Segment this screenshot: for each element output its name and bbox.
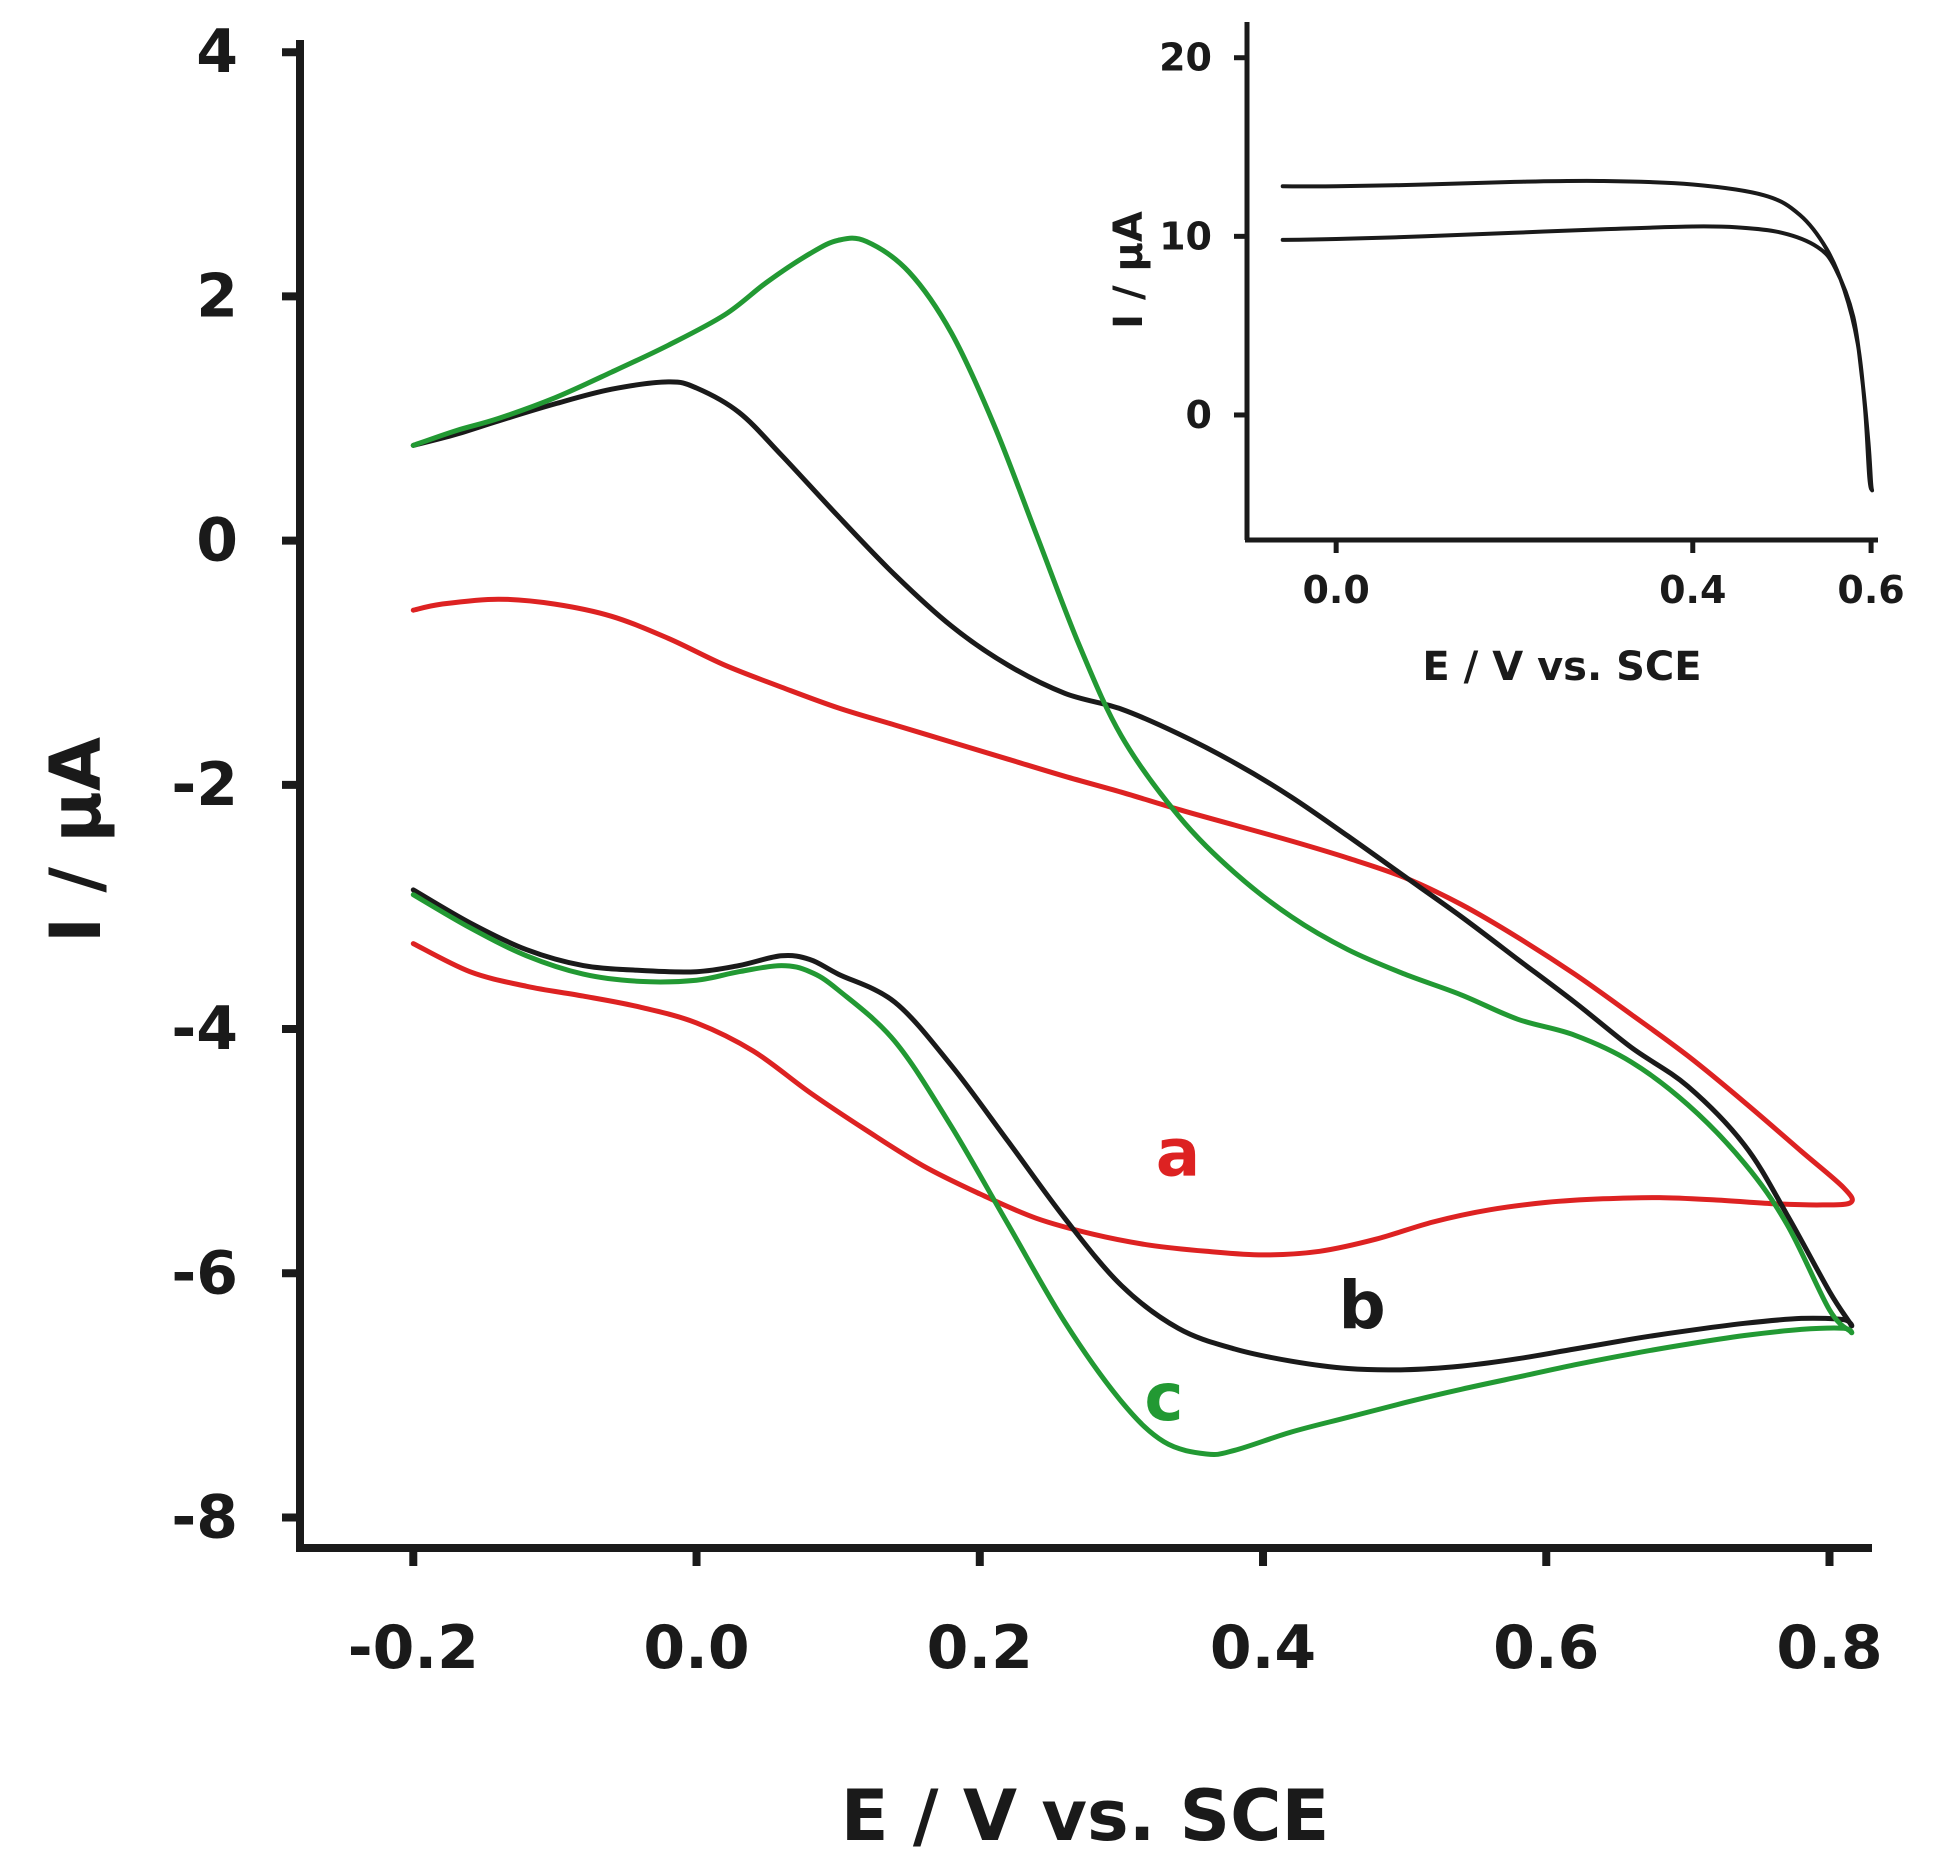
inset-y-ticks: 20 10 0 bbox=[1159, 36, 1247, 437]
main-x-tick-label: 0.8 bbox=[1776, 1613, 1882, 1683]
series-a-line bbox=[410, 596, 1855, 1258]
curve-label-c: c bbox=[1144, 1359, 1183, 1436]
main-x-tick-label: -0.2 bbox=[348, 1613, 479, 1683]
inset-x-ticks: 0.0 0.4 0.6 bbox=[1302, 540, 1905, 612]
inset-series-line bbox=[1280, 178, 1875, 493]
main-y-ticks: 4 2 0 -2 -4 -6 -8 bbox=[171, 17, 300, 1552]
main-series bbox=[410, 235, 1855, 1458]
main-x-tick-label: 0.6 bbox=[1493, 1613, 1599, 1683]
inset-x-axis-label: E / V vs. SCE bbox=[1422, 644, 1701, 690]
main-x-tick-label: 0.0 bbox=[643, 1613, 749, 1683]
inset-plot: 20 10 0 0.0 0.4 0.6 E / V vs. SCE I / μA bbox=[1106, 22, 1905, 690]
main-x-ticks: -0.2 0.0 0.2 0.4 0.6 0.8 bbox=[348, 1548, 1883, 1683]
main-y-tick-label: -8 bbox=[171, 1482, 238, 1552]
inset-y-tick-label: 10 bbox=[1159, 214, 1212, 258]
main-y-tick-label: -2 bbox=[171, 750, 238, 820]
main-x-tick-label: 0.2 bbox=[927, 1613, 1033, 1683]
inset-y-axis-label: I / μA bbox=[1106, 211, 1152, 329]
main-y-tick-label: -4 bbox=[171, 994, 238, 1064]
main-curve-labels: a b c bbox=[1144, 1115, 1385, 1436]
main-y-axis-label: I / μA bbox=[35, 737, 117, 943]
inset-y-tick-label: 0 bbox=[1186, 393, 1212, 437]
main-x-axis-label: E / V vs. SCE bbox=[841, 1775, 1330, 1857]
main-plot: 420-2-4-6-8 -0.2 0.0 0.2 0.4 0.6 0.8 abc E / … bbox=[35, 17, 1883, 1857]
main-y-tick-label: 4 bbox=[196, 17, 238, 87]
inset-series bbox=[1280, 178, 1875, 493]
series-c-line bbox=[410, 235, 1855, 1458]
series-b-line bbox=[410, 379, 1855, 1373]
inset-x-tick-label: 0.4 bbox=[1659, 568, 1726, 612]
curve-label-a: a bbox=[1156, 1115, 1201, 1192]
inset-x-tick-label: 0.0 bbox=[1302, 568, 1369, 612]
inset-x-tick-label: 0.6 bbox=[1837, 568, 1904, 612]
main-x-tick-label: 0.4 bbox=[1210, 1613, 1316, 1683]
main-y-tick-label: 2 bbox=[196, 261, 238, 331]
curve-label-b: b bbox=[1339, 1267, 1386, 1344]
main-y-tick-label: 0 bbox=[196, 506, 238, 576]
main-y-tick-label: -6 bbox=[171, 1238, 238, 1308]
inset-y-tick-label: 20 bbox=[1159, 36, 1212, 80]
